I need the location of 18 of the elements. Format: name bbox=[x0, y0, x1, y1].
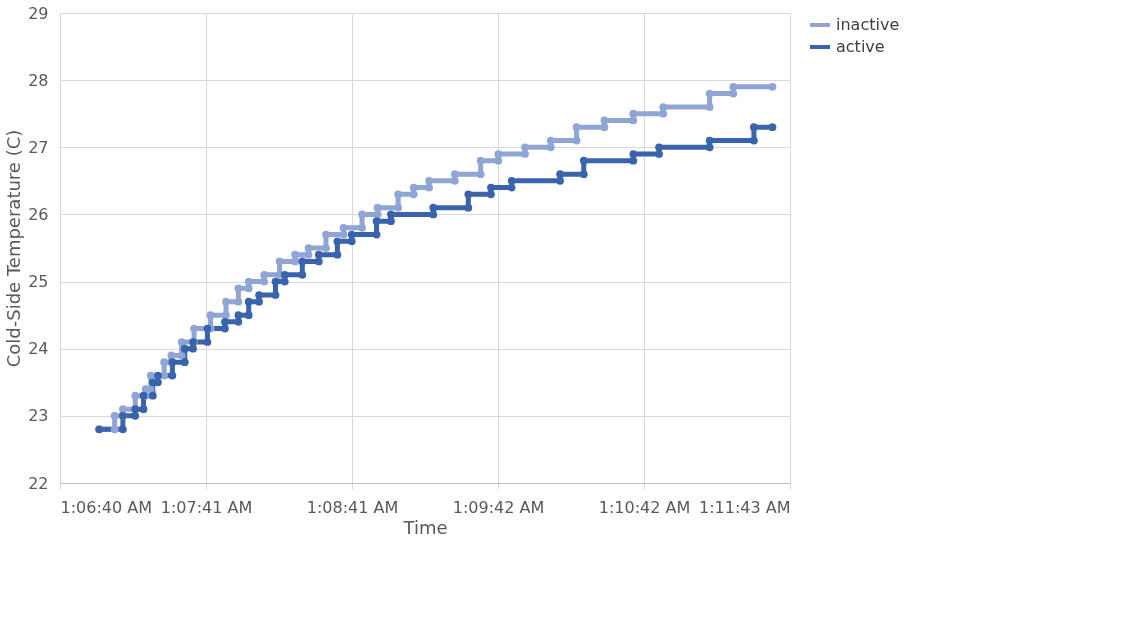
x-tick-label: 1:08:41 AM bbox=[306, 497, 399, 517]
y-tick-label: 23 bbox=[28, 406, 49, 426]
x-tick-label: 1:06:40 AM bbox=[60, 497, 153, 517]
x-tick-label: 1:09:42 AM bbox=[452, 497, 545, 517]
y-tick-label: 26 bbox=[28, 204, 49, 224]
y-tick-label: 28 bbox=[28, 70, 49, 90]
y-tick-label: 29 bbox=[28, 3, 49, 23]
x-axis-title: Time bbox=[402, 516, 448, 538]
y-tick-label: 22 bbox=[28, 473, 49, 493]
x-tick-label: 1:07:41 AM bbox=[160, 497, 253, 517]
x-tick-label: 1:10:42 AM bbox=[598, 497, 691, 517]
x-tick-label: 1:11:43 AM bbox=[698, 497, 791, 517]
y-tick-label: 27 bbox=[28, 137, 49, 157]
y-tick-label: 25 bbox=[28, 272, 49, 292]
y-tick-label: 24 bbox=[28, 339, 49, 359]
legend-label: active bbox=[836, 37, 885, 56]
y-axis-title: Cold-Side Temperature (C) bbox=[3, 129, 25, 368]
legend-label: inactive bbox=[836, 15, 900, 34]
